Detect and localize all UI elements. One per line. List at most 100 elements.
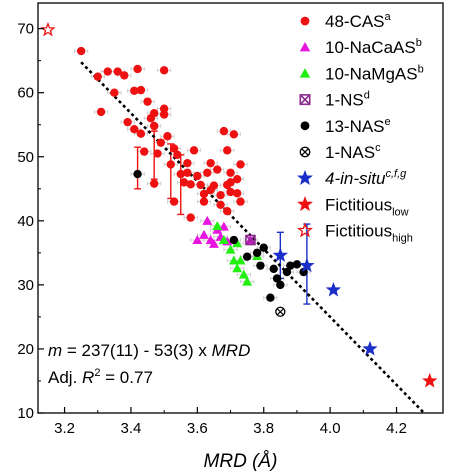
legend-marker-3 bbox=[299, 94, 311, 106]
point-s3-0 bbox=[245, 234, 256, 246]
point-s0-22 bbox=[173, 150, 182, 160]
point-s6-1 bbox=[299, 257, 315, 273]
legend-item-7: Fictitiouslow bbox=[297, 195, 409, 218]
point-s4-9 bbox=[276, 280, 285, 290]
point-s0-56 bbox=[236, 197, 245, 206]
r2-prefix: Adj. bbox=[48, 368, 82, 387]
point-s1-1 bbox=[198, 229, 209, 239]
x-axis-title-group: MRD (Å) bbox=[204, 451, 278, 472]
point-s1-0 bbox=[192, 235, 203, 245]
legend-item-4: 13-NASe bbox=[300, 116, 391, 136]
y-tick-label-4: 50 bbox=[17, 149, 34, 166]
point-s0-41 bbox=[232, 189, 242, 198]
legend-marker-0 bbox=[300, 16, 310, 26]
fit-annotation: m = 237(11) - 53(3) x MRD Adj. R2 = 0.77 bbox=[48, 341, 250, 387]
point-s0-46 bbox=[186, 213, 195, 222]
point-s4-4 bbox=[256, 261, 265, 270]
legend-label-main-2: 10-NaMgAS bbox=[325, 64, 418, 83]
point-s0-58 bbox=[149, 108, 159, 118]
point-s0-51 bbox=[199, 189, 209, 199]
legend-marker-1 bbox=[299, 41, 311, 52]
point-s0-5 bbox=[113, 67, 122, 76]
legend-label-main-4: 13-NAS bbox=[325, 117, 385, 136]
point-s0-12 bbox=[143, 97, 152, 106]
legend-label-4: 13-NASe bbox=[325, 116, 391, 136]
point-s0-31 bbox=[203, 168, 212, 177]
point-s0-45 bbox=[169, 197, 179, 206]
point-s6-2 bbox=[325, 281, 342, 297]
legend-label-main-3: 1-NS bbox=[325, 91, 364, 110]
point-s0-35 bbox=[216, 190, 225, 200]
legend-label-sub-7: low bbox=[392, 206, 409, 218]
point-s0-23 bbox=[176, 169, 185, 179]
point-s0-50 bbox=[216, 200, 225, 209]
point-s0-30 bbox=[199, 197, 209, 206]
point-s0-3 bbox=[103, 67, 112, 76]
y-tick-label-2: 30 bbox=[17, 277, 34, 294]
point-s0-49 bbox=[223, 207, 232, 216]
plot-border bbox=[37, 2, 444, 414]
legend-label-sup-1: b bbox=[416, 37, 422, 49]
y-tick-label-3: 40 bbox=[17, 213, 34, 230]
legend-label-sup-0: a bbox=[385, 11, 392, 23]
x-tick-label-1: 3.4 bbox=[121, 420, 142, 437]
plot-frame bbox=[37, 2, 444, 414]
point-s2-1 bbox=[218, 235, 229, 245]
point-s0-0 bbox=[76, 46, 86, 56]
point-s0-18 bbox=[159, 66, 169, 75]
point-s0-9 bbox=[133, 64, 142, 74]
legend-label-main-5: 1-NAS bbox=[325, 143, 375, 162]
point-s4-5 bbox=[259, 243, 268, 252]
fit-equation-m: m bbox=[48, 341, 62, 360]
legend-label-8: Fictitioushigh bbox=[325, 222, 413, 245]
y-error-0-0 bbox=[134, 146, 142, 190]
point-s2-2 bbox=[225, 244, 236, 254]
legend-label-5: 1-NASc bbox=[325, 142, 381, 162]
legend-item-3: 1-NSd bbox=[299, 90, 370, 110]
legend-label-7: Fictitiouslow bbox=[325, 195, 409, 218]
point-s4-7 bbox=[269, 264, 278, 274]
fit-r-squared: Adj. R2 = 0.77 bbox=[48, 367, 153, 387]
point-s0-8 bbox=[130, 86, 139, 95]
point-s0-2 bbox=[96, 107, 106, 117]
legend-label-1: 10-NaCaASb bbox=[325, 37, 422, 57]
fit-equation-var: MRD bbox=[212, 341, 251, 360]
point-s4-6 bbox=[266, 293, 275, 302]
point-s0-48 bbox=[232, 174, 242, 184]
legend-item-2: 10-NaMgASb bbox=[299, 63, 424, 83]
legend-marker-5 bbox=[299, 146, 311, 158]
legend-label-main-7: Fictitious bbox=[325, 195, 392, 214]
point-s4-3 bbox=[252, 248, 262, 258]
point-s0-53 bbox=[159, 104, 169, 113]
legend-label-main-8: Fictitious bbox=[325, 222, 392, 241]
point-s0-43 bbox=[226, 187, 235, 197]
point-s1-2 bbox=[202, 215, 213, 225]
point-s0-28 bbox=[193, 171, 202, 181]
point-s0-19 bbox=[163, 132, 172, 141]
legend-marker-8 bbox=[297, 222, 313, 238]
y-tick-label-1: 20 bbox=[17, 341, 34, 358]
point-s0-34 bbox=[213, 165, 222, 174]
legend-item-6: 4-in-situc,f,g bbox=[297, 168, 407, 188]
axis-ticks: 3.2 3.4 3.6 3.8 4.0 4.2 10 20 30 40 50 60 70 bbox=[17, 21, 407, 437]
point-s0-7 bbox=[123, 117, 132, 127]
legend-item-0: 48-CASa bbox=[300, 11, 392, 31]
point-s4-2 bbox=[242, 252, 252, 261]
legend-label-sup-2: b bbox=[418, 63, 424, 75]
legend-item-5: 1-NASc bbox=[299, 142, 381, 162]
fit-equation: m = 237(11) - 53(3) x MRD bbox=[48, 341, 250, 360]
r2-sup: 2 bbox=[94, 367, 100, 379]
point-s4-8 bbox=[272, 274, 282, 283]
legend-label-0: 48-CASa bbox=[325, 11, 392, 31]
point-s4-13 bbox=[299, 267, 308, 277]
legend-label-main-0: 48-CAS bbox=[325, 12, 385, 31]
legend-label-6: 4-in-situc,f,g bbox=[325, 168, 407, 188]
point-s0-11 bbox=[136, 129, 146, 138]
point-s2-7 bbox=[242, 276, 253, 286]
point-s0-40 bbox=[229, 130, 239, 139]
legend-label-sup-5: c bbox=[375, 142, 381, 154]
point-s2-6 bbox=[238, 269, 249, 279]
point-s4-1 bbox=[229, 235, 239, 245]
point-s2-9 bbox=[232, 238, 243, 248]
legend-label-2: 10-NaMgASb bbox=[325, 63, 424, 83]
